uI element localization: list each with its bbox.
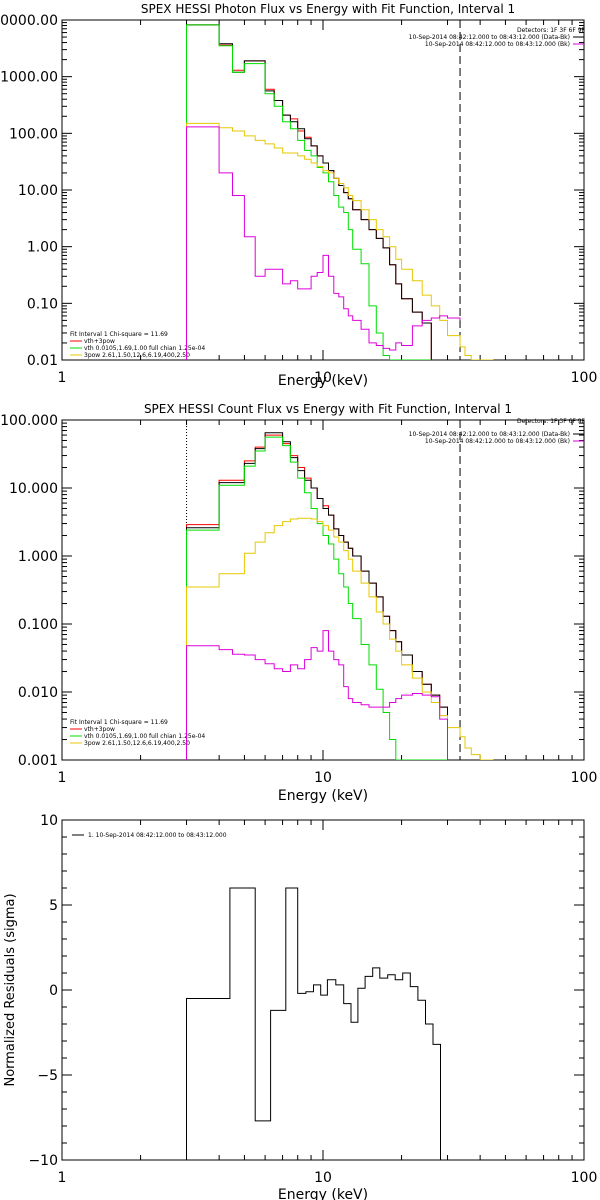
data-interval-text: 10-Sep-2014 08:42:12.000 to 08:43:12.000…	[409, 34, 570, 41]
y-tick-label: 10000.00	[0, 13, 58, 29]
series-vth-3pow	[186, 24, 432, 360]
y-tick-label: −10	[28, 1153, 58, 1169]
x-tick-label: 1	[58, 370, 67, 386]
y-tick-label: 100.000	[0, 413, 58, 429]
count-flux-panel: SPEX HESSI Count Flux vs Energy with Fit…	[0, 402, 597, 804]
x-tick-label: 1	[58, 1170, 67, 1186]
x-axis-label: Energy (keV)	[278, 788, 368, 804]
x-tick-label: 10	[314, 770, 332, 786]
series-vth	[186, 24, 432, 360]
y-tick-label: 10.00	[18, 183, 58, 199]
y-tick-label: 0.01	[27, 353, 58, 369]
x-axis-label: Energy (keV)	[278, 373, 368, 389]
residuals-panel: Energy (keV) Normalized Residuals (sigma…	[3, 813, 597, 1200]
y-tick-label: 1.00	[27, 240, 58, 256]
y-tick-label: 0.001	[18, 753, 58, 769]
x-axis-label: Energy (keV)	[278, 1187, 368, 1200]
y-tick-label: 1000.00	[0, 70, 58, 86]
y-tick-label: 10	[40, 813, 58, 829]
plot-frame	[61, 419, 585, 761]
detectors-text: Detectors: 1F 3F 6F 9F	[517, 418, 586, 425]
legend-label-3pow: 3pow 2.61,1.50,12.6,6.19,400,2.50	[84, 352, 190, 359]
legend-label-fit: vth+3pow	[84, 338, 115, 345]
photon-flux-panel: SPEX HESSI Photon Flux vs Energy with Fi…	[0, 2, 597, 389]
series-1-10-sep-2014-08-42-12-000-to-08-43-12-000	[186, 887, 441, 1160]
plot-frame	[61, 19, 585, 361]
x-tick-label: 100	[571, 1170, 598, 1186]
legend-label-vth: vth 0.0105,1.69,1.00 full chian 1.25e-04	[84, 345, 205, 352]
legend-label-vth: vth 0.0105,1.69,1.00 full chian 1.25e-04	[84, 733, 205, 740]
legend-label-residuals: 1. 10-Sep-2014 08:42:12.000 to 08:43:12.…	[88, 832, 227, 839]
y-tick-label: −5	[37, 1068, 58, 1084]
legend-label-fit: vth+3pow	[84, 726, 115, 733]
x-tick-label: 100	[571, 770, 598, 786]
detectors-text: Detectors: 1F 3F 6F 9F	[517, 27, 586, 34]
x-tick-label: 10	[314, 370, 332, 386]
y-tick-label: 1.000	[18, 549, 58, 565]
y-tick-label: 0.100	[18, 617, 58, 633]
data-interval-text: 10-Sep-2014 08:42:12.000 to 08:43:12.000…	[409, 431, 570, 438]
y-tick-label: 0.10	[27, 296, 58, 312]
chart-title: SPEX HESSI Count Flux vs Energy with Fit…	[144, 402, 512, 416]
series-3pow	[186, 122, 494, 360]
series-vth	[186, 436, 448, 760]
background-interval-text: 10-Sep-2014 08:42:12.000 to 08:43:12.000…	[425, 41, 570, 48]
y-axis-label: Normalized Residuals (sigma)	[3, 893, 18, 1086]
series-background	[186, 630, 448, 760]
series-background	[186, 126, 461, 360]
background-interval-text: 10-Sep-2014 08:42:12.000 to 08:43:12.000…	[425, 438, 570, 445]
fit-interval-text: Fit Interval 1 Chi-square = 11.69	[70, 719, 168, 726]
series-data	[186, 432, 448, 760]
y-tick-label: 10.000	[9, 481, 58, 497]
fit-interval-text: Fit Interval 1 Chi-square = 11.69	[70, 331, 168, 338]
x-tick-label: 10	[314, 1170, 332, 1186]
x-tick-label: 1	[58, 770, 67, 786]
y-tick-label: 0	[49, 983, 58, 999]
y-tick-label: 100.00	[9, 126, 58, 142]
x-tick-label: 100	[571, 370, 598, 386]
chart-title: SPEX HESSI Photon Flux vs Energy with Fi…	[141, 2, 515, 16]
legend-label-3pow: 3pow 2.61,1.50,12.6,6.19,400,2.50	[84, 740, 190, 747]
y-tick-label: 5	[49, 898, 58, 914]
series-data	[186, 24, 432, 360]
y-tick-label: 0.010	[18, 685, 58, 701]
plot-frame	[61, 819, 585, 1161]
series-vth-3pow	[186, 434, 448, 760]
